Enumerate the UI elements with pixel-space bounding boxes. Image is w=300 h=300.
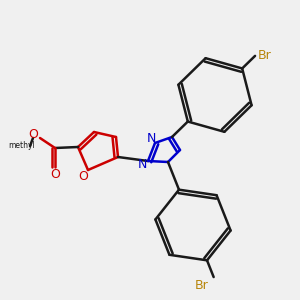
Text: O: O	[50, 169, 60, 182]
Text: N: N	[146, 131, 156, 145]
Text: O: O	[28, 128, 38, 142]
Text: O: O	[78, 170, 88, 184]
Text: methyl: methyl	[9, 142, 35, 151]
Text: N: N	[137, 158, 147, 170]
Text: Br: Br	[258, 50, 272, 62]
Text: Br: Br	[195, 279, 208, 292]
